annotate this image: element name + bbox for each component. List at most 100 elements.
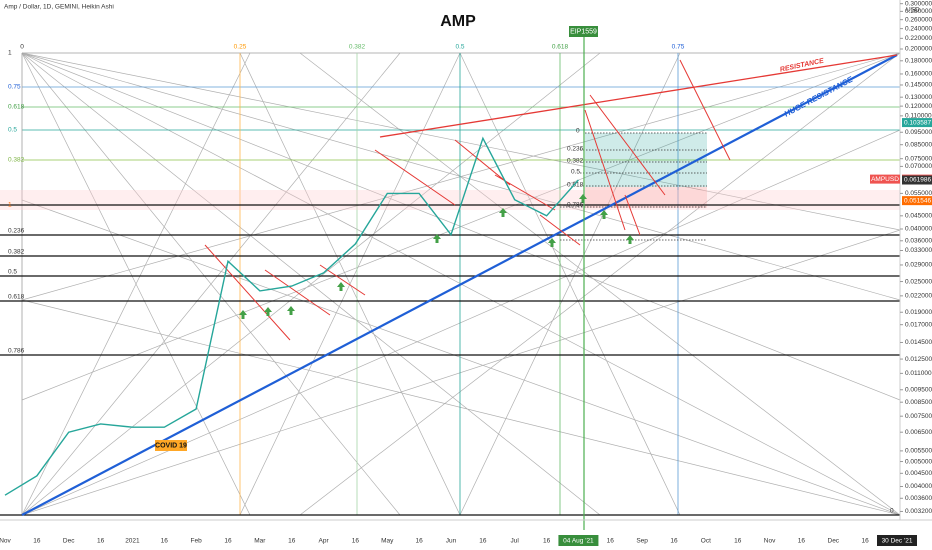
x-tick-label: 2021 — [125, 538, 140, 545]
header: Amp / Dollar, 1D, GEMINI, Heikin Ashi — [4, 4, 114, 11]
x-tick-label: Oct — [701, 538, 711, 545]
x-tick-label: 16 — [33, 538, 41, 545]
y-tick-label: 0.017000 — [905, 321, 932, 328]
y-tick-label: 0.070000 — [905, 163, 932, 170]
x-tick-label: 16 — [607, 538, 615, 545]
time-fib-label: 0.382 — [349, 44, 366, 51]
x-tick-label: 16 — [352, 538, 360, 545]
x-tick-label: Nov — [764, 538, 776, 545]
time-fib-label: 0.25 — [234, 44, 247, 51]
symbol-label: AMPUSD — [871, 176, 899, 183]
y-tick-label: 0.006500 — [905, 429, 932, 436]
event-tag — [569, 26, 598, 37]
price-tag — [902, 196, 932, 206]
x-tick-label: 30 Dec '21 — [882, 538, 913, 545]
y-tick-label: 0.220000 — [905, 35, 932, 42]
y-tick-label: 0.004000 — [905, 483, 932, 490]
x-tick-label: Nov — [0, 538, 12, 545]
y-tick-label: 0.011000 — [905, 370, 932, 377]
y-tick-label: 0.095000 — [905, 129, 932, 136]
symbol-tag — [870, 174, 900, 184]
price-band — [0, 190, 900, 210]
box-label: 0.382 — [567, 158, 584, 165]
y-tick-label: 0.007500 — [905, 413, 932, 420]
fib-label: 0.382 — [8, 249, 25, 256]
fib-retracement — [0, 204, 900, 516]
y-tick-label: 0.019000 — [905, 309, 932, 316]
price-tag — [902, 175, 932, 185]
x-tick-label: 16 — [862, 538, 870, 545]
x-label-box — [558, 535, 599, 546]
price-tag-label: 0.061986 — [904, 177, 931, 184]
target-zone — [585, 133, 707, 187]
x-tick-label: 16 — [288, 538, 296, 545]
price-tag — [902, 118, 932, 128]
covid-label: COVID 19 — [155, 442, 187, 449]
price-tag-label: 0.103587 — [904, 119, 931, 126]
y-tick-label: 0.200000 — [905, 46, 932, 53]
x-tick-label: 16 — [97, 538, 105, 545]
price-line — [4, 136, 579, 496]
box-label: 0.786 — [567, 202, 584, 209]
y-tick-label: 0.004500 — [905, 470, 932, 477]
x-tick-label: 04 Aug '21 — [563, 538, 594, 545]
x-tick-label: Apr — [319, 538, 330, 545]
time-fib-lines — [21, 53, 679, 515]
x-tick-label: Sep — [636, 538, 648, 545]
y-tick-label: 0.022000 — [905, 293, 932, 300]
x-tick-label: Mar — [254, 538, 266, 545]
y-tick-label: 0.033000 — [905, 247, 932, 254]
box-label: 0.618 — [567, 182, 584, 189]
fan-label: 1 — [8, 50, 12, 57]
fib-labels: 0 0.25 0.382 0.5 0.618 0.75 1 0.75 0.618… — [8, 44, 894, 515]
box-label: 0.236 — [567, 146, 584, 153]
covid-tag — [155, 440, 187, 451]
event-label: EIP1559 — [570, 28, 597, 35]
x-tick-label: 16 — [798, 538, 806, 545]
y-tick-label: 0.009500 — [905, 386, 932, 393]
y-tick-label: 0.110000 — [905, 113, 932, 120]
y-tick-label: 0.012500 — [905, 356, 932, 363]
y-tick-label: 0.005500 — [905, 448, 932, 455]
x-tick-label: Jun — [446, 538, 457, 545]
y-tick-label: 0.003600 — [905, 495, 932, 502]
x-tick-label: 16 — [224, 538, 232, 545]
y-tick-label: 0.120000 — [905, 103, 932, 110]
y-tick-label: 0.130000 — [905, 94, 932, 101]
y-tick-label: 0.160000 — [905, 71, 932, 78]
x-tick-label: 16 — [416, 538, 424, 545]
box-label: 0 — [576, 128, 580, 135]
x-tick-label: Dec — [828, 538, 840, 545]
y-tick-label: 0.003200 — [905, 508, 932, 515]
y-tick-label: 0.260000 — [905, 16, 932, 23]
x-tick-label: 16 — [543, 538, 551, 545]
box-label: 0.5 — [571, 169, 580, 176]
x-tick-label: 16 — [479, 538, 487, 545]
y-tick-label: 0.280000 — [905, 8, 932, 15]
y-tick-label: 0.005000 — [905, 458, 932, 465]
y-tick-label: 0.025000 — [905, 278, 932, 285]
fib-label: 0.5 — [8, 269, 17, 276]
y-tick-label: 0.036000 — [905, 237, 932, 244]
y-tick-label: 0.145000 — [905, 82, 932, 89]
x-label-box — [877, 535, 917, 546]
chart-title: AMP — [440, 13, 476, 30]
y-tick-label: 0.180000 — [905, 58, 932, 65]
time-fib-label: 0.618 — [552, 44, 569, 51]
y-tick-label: 0.040000 — [905, 226, 932, 233]
huge-resistance-line — [21, 54, 898, 516]
x-tick-label: Feb — [191, 538, 203, 545]
currency: USD — [906, 7, 920, 14]
y-tick-label: 0.300000 — [905, 0, 932, 7]
y-tick-label: 0.085000 — [905, 141, 932, 148]
x-tick-label: May — [381, 538, 394, 545]
y-tick-label: 0.008500 — [905, 399, 932, 406]
fib-label: 0.236 — [8, 228, 25, 235]
fib-label: 0 — [890, 508, 894, 515]
x-tick-label: 16 — [161, 538, 169, 545]
fan-label: 0.75 — [8, 84, 21, 91]
fan-label: 0.382 — [8, 157, 25, 164]
y-tick-label: 0.240000 — [905, 25, 932, 32]
